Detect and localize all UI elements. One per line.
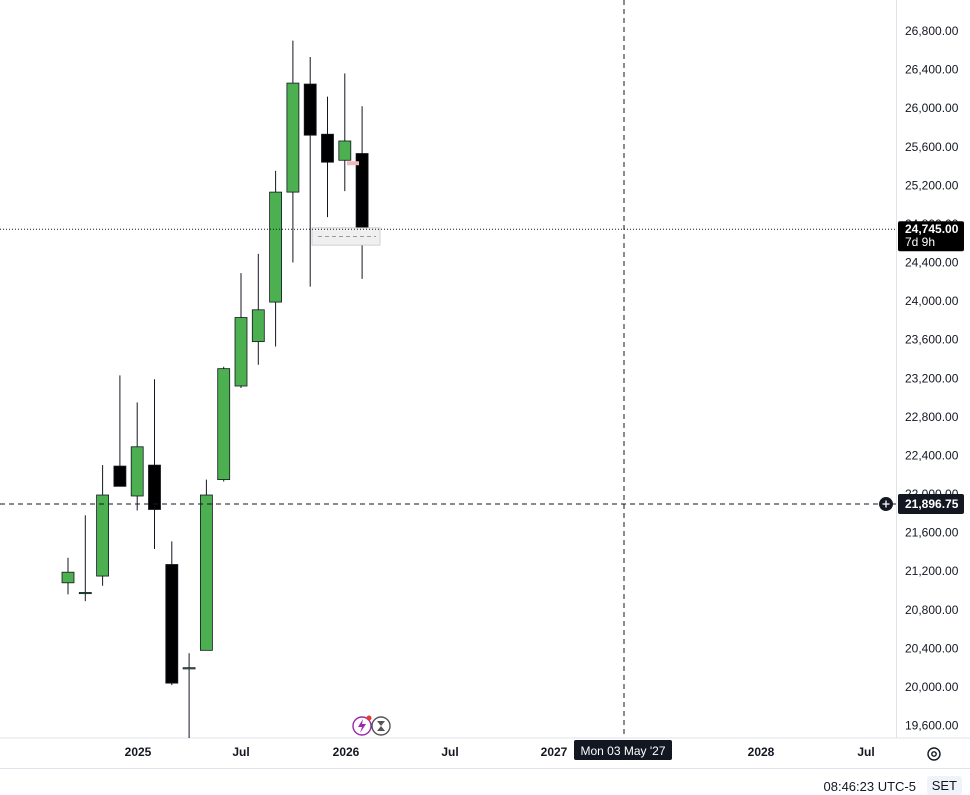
price-tick-label: 20,400.00 xyxy=(905,641,959,655)
candle-down xyxy=(165,564,179,684)
candle-up xyxy=(78,592,92,595)
price-tick-label: 26,000.00 xyxy=(905,101,959,115)
lightning-icon xyxy=(352,716,372,736)
price-tick-label: 23,200.00 xyxy=(905,371,959,385)
session-button[interactable]: SET xyxy=(926,776,962,795)
price-tick-label: 21,200.00 xyxy=(905,564,959,578)
price-tick-label: 20,000.00 xyxy=(905,680,959,694)
candle-up xyxy=(217,368,231,480)
candle-up xyxy=(286,82,300,193)
time-tick-label: 2028 xyxy=(748,745,775,759)
clock-readout[interactable]: 08:46:23 UTC-5 xyxy=(823,779,917,794)
crosshair-price-tag xyxy=(898,494,964,515)
time-tick-label: 2025 xyxy=(125,745,152,759)
price-axis-border xyxy=(896,0,897,738)
time-tick-label: 2026 xyxy=(333,745,360,759)
crosshair-date-tag xyxy=(574,740,672,760)
notification-dot xyxy=(366,715,372,721)
price-tick-label: 22,400.00 xyxy=(905,448,959,462)
price-tick-label: 19,600.00 xyxy=(905,719,959,733)
price-tick-label: 24,400.00 xyxy=(905,256,959,270)
price-tick-label: 26,400.00 xyxy=(905,63,959,77)
candle-up xyxy=(269,191,283,303)
candle-down xyxy=(303,83,317,136)
price-tick-label: 20,800.00 xyxy=(905,603,959,617)
candle-up xyxy=(199,494,213,651)
candle-up xyxy=(338,140,352,161)
crosshair-date-label: Mon 03 May '27 xyxy=(580,744,665,758)
price-tick-label: 24,000.00 xyxy=(905,294,959,308)
price-tick-label: 25,200.00 xyxy=(905,178,959,192)
candle-up xyxy=(61,571,75,584)
candle-down xyxy=(321,133,334,163)
time-tick-label: Jul xyxy=(232,745,249,759)
settings-gear-icon[interactable] xyxy=(924,744,944,764)
bottom-toolbar: 08:46:23 UTC-5 SET xyxy=(0,768,970,795)
last-price-label: 24,745.00 xyxy=(905,222,959,236)
candle-up xyxy=(182,667,196,670)
time-tick-label: 2027 xyxy=(541,745,568,759)
candle-up xyxy=(234,317,248,387)
candle-down xyxy=(148,464,161,510)
price-tick-label: 23,600.00 xyxy=(905,333,959,347)
candle-up xyxy=(251,309,265,343)
hourglass-icon xyxy=(371,716,391,736)
candle-up xyxy=(96,494,109,577)
price-tick-label: 25,600.00 xyxy=(905,140,959,154)
candle-up xyxy=(130,446,144,497)
last-price-tag xyxy=(898,221,964,252)
price-tick-label: 26,800.00 xyxy=(905,24,959,38)
hourglass-shape-icon xyxy=(377,721,385,731)
candle-down xyxy=(113,465,127,487)
chart-canvas[interactable]: 26,800.00 26,400.00 26,000.00 25,600.00 25,2… xyxy=(0,0,970,768)
lightning-bolt-icon xyxy=(358,719,366,733)
mini-marker xyxy=(347,161,359,166)
time-tick-label: Jul xyxy=(857,745,874,759)
price-tick-label: 21,600.00 xyxy=(905,526,959,540)
price-tick-label: 22,800.00 xyxy=(905,410,959,424)
countdown-label: 7d 9h xyxy=(905,235,935,249)
time-tick-label: Jul xyxy=(441,745,458,759)
crosshair-price-label: 21,896.75 xyxy=(905,497,959,511)
